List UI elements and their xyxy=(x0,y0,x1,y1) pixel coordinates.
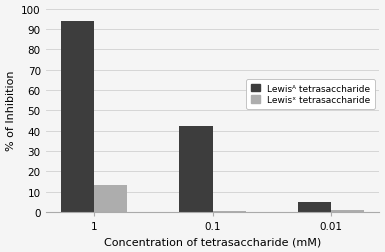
Bar xyxy=(298,202,331,212)
Bar xyxy=(179,127,213,212)
Legend: Lewisᴬ tetrasaccharide, Lewisˣ tetrasaccharide: Lewisᴬ tetrasaccharide, Lewisˣ tetrasacc… xyxy=(246,80,375,109)
X-axis label: Concentration of tetrasaccharide (mM): Concentration of tetrasaccharide (mM) xyxy=(104,237,321,246)
Bar xyxy=(94,186,127,212)
Bar xyxy=(61,22,94,212)
Y-axis label: % of Inhibition: % of Inhibition xyxy=(5,71,15,151)
Bar xyxy=(331,210,364,212)
Bar xyxy=(213,211,246,212)
